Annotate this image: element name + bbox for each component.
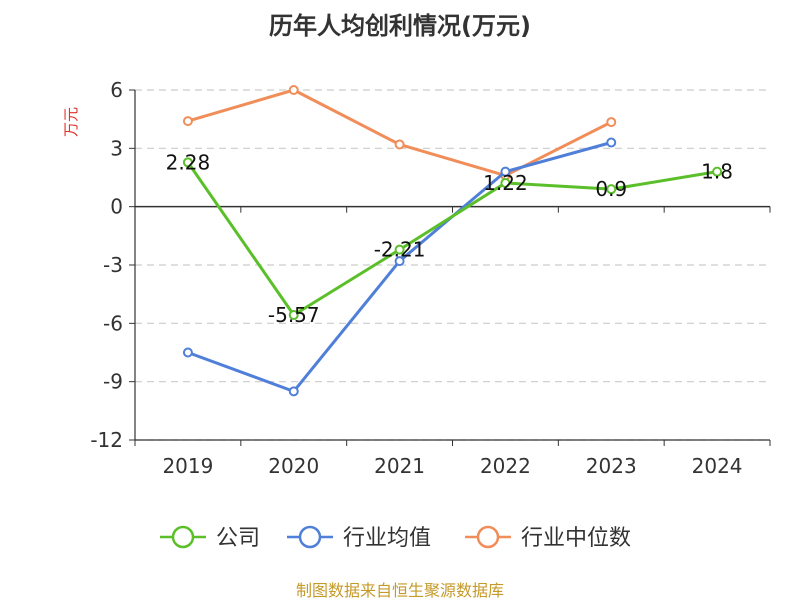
x-tick-label: 2022 (480, 454, 531, 478)
data-point (606, 117, 617, 128)
y-axis-unit: 万元 (62, 107, 80, 137)
x-tick-label: 2024 (692, 454, 743, 478)
data-label: 1.22 (483, 171, 528, 195)
data-point (288, 386, 299, 397)
x-tick-label: 2021 (374, 454, 425, 478)
legend-item: 行业中位数 (465, 525, 631, 551)
grid-lines (135, 89, 770, 441)
data-label: 1.8 (701, 160, 733, 184)
chart-title: 历年人均创利情况(万元) (269, 12, 531, 40)
data-point (394, 244, 405, 255)
y-tick-label: -12 (90, 428, 123, 452)
series-line-2 (187, 88, 612, 178)
y-tick-label: -9 (103, 370, 123, 394)
data-point (606, 137, 617, 148)
legend-marker (476, 525, 500, 549)
y-tick-label: 0 (110, 195, 123, 219)
x-tick-label: 2019 (162, 454, 213, 478)
data-point (394, 256, 405, 267)
legend-label: 行业均值 (343, 526, 431, 551)
y-tick-label: 6 (110, 78, 123, 102)
data-point (182, 347, 193, 358)
series-line-1 (187, 141, 612, 393)
legend-label: 行业中位数 (521, 526, 631, 551)
data-point (288, 85, 299, 95)
y-tick-label: -6 (103, 311, 123, 335)
source-note: 制图数据来自恒生聚源数据库 (296, 581, 504, 600)
data-point (500, 166, 511, 177)
data-point (500, 177, 511, 188)
data-label: -5.57 (268, 303, 320, 327)
data-label: 2.28 (166, 150, 211, 174)
axes: 6 3 0 -3 -6 -9 -12 2019 2020 2021 2022 2023 2024 (90, 78, 771, 478)
legend-marker (298, 525, 322, 549)
series-lines (182, 85, 723, 397)
data-point (606, 184, 617, 195)
x-tick-label: 2023 (586, 454, 637, 478)
y-tick-label: -3 (103, 253, 123, 277)
data-point (712, 166, 723, 177)
data-labels: 2.28 -5.57 -2.21 1.22 0.9 1.8 (166, 150, 733, 327)
data-label: 0.9 (595, 177, 627, 201)
series-line-0 (186, 161, 718, 317)
y-tick-label: 3 (110, 136, 123, 160)
data-point (394, 139, 405, 150)
legend-item: 行业均值 (287, 525, 431, 551)
data-point (182, 157, 193, 168)
legend-item: 公司 (160, 525, 260, 551)
data-point (182, 116, 193, 127)
data-point (288, 309, 299, 320)
data-label: -2.21 (374, 238, 426, 262)
legend: 公司 行业均值 行业中位数 (160, 525, 631, 551)
legend-marker (171, 525, 195, 549)
legend-label: 公司 (216, 526, 260, 551)
x-tick-label: 2020 (268, 454, 319, 478)
